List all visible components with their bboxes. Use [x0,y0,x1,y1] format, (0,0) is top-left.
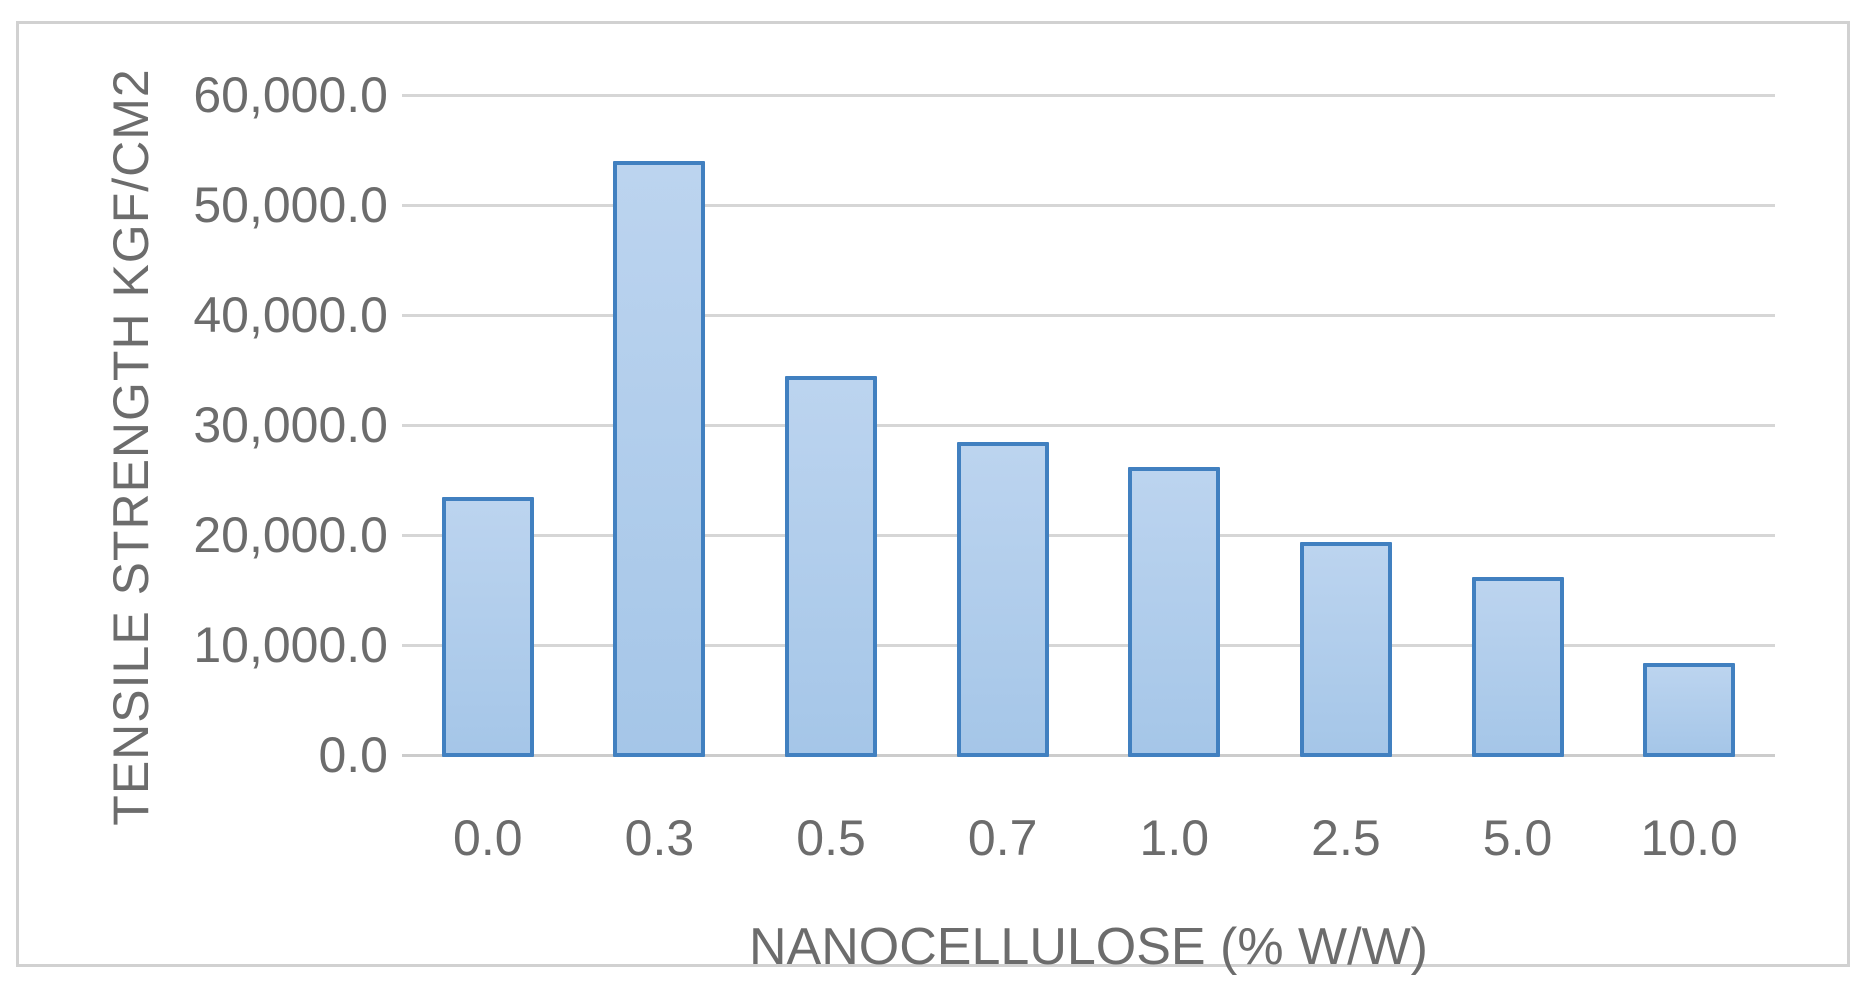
x-axis-tick-labels: 0.0 0.3 0.5 0.7 1.0 2.5 5.0 10.0 [19,24,1847,964]
x-tick-label-0.5: 0.5 [796,810,866,866]
gridline-50000 [402,204,1775,207]
x-axis-baseline [402,754,1775,757]
bar-10.0 [1643,662,1736,757]
x-tick-label-10.0: 10.0 [1640,810,1738,866]
x-axis-title: NANOCELLULOSE (% W/W) [749,918,1428,976]
gridline-10000 [402,644,1775,647]
x-tick-label-5.0: 5.0 [1482,810,1553,866]
y-axis-title: TENSILE STRENGTH KGF/CM2 [103,68,159,826]
bar-5.0 [1471,576,1564,757]
bar-0.7 [956,441,1049,757]
y-tick-label-40000: 40,000.0 [193,287,388,343]
y-tick-label-0: 0.0 [318,727,388,783]
x-tick-label-2.5: 2.5 [1311,810,1381,866]
gridline-30000 [402,424,1775,427]
y-tick-label-50000: 50,000.0 [193,177,388,233]
bars-layer [19,24,1847,964]
y-tick-label-20000: 20,000.0 [193,507,388,563]
gridline-60000 [402,94,1775,97]
bar-0.3 [613,161,706,757]
y-axis-tick-labels: 0.0 10,000.0 20,000.0 30,000.0 40,000.0 50,00… [19,24,1847,964]
bar-0.5 [785,375,878,757]
bar-1.0 [1128,466,1221,757]
y-tick-label-60000: 60,000.0 [193,67,388,123]
x-tick-label-0.0: 0.0 [453,810,523,866]
gridlines-layer [19,24,1847,964]
bar-2.5 [1299,541,1392,757]
bar-0.0 [441,496,534,757]
chart-frame: 0.0 10,000.0 20,000.0 30,000.0 40,000.0 50,00… [16,21,1850,976]
y-tick-label-30000: 30,000.0 [193,397,388,453]
y-tick-label-10000: 10,000.0 [193,617,388,673]
x-tick-label-0.3: 0.3 [624,810,695,866]
x-tick-label-0.7: 0.7 [967,810,1038,866]
x-tick-label-1.0: 1.0 [1139,810,1210,866]
gridline-20000 [402,534,1775,537]
gridline-40000 [402,314,1775,317]
